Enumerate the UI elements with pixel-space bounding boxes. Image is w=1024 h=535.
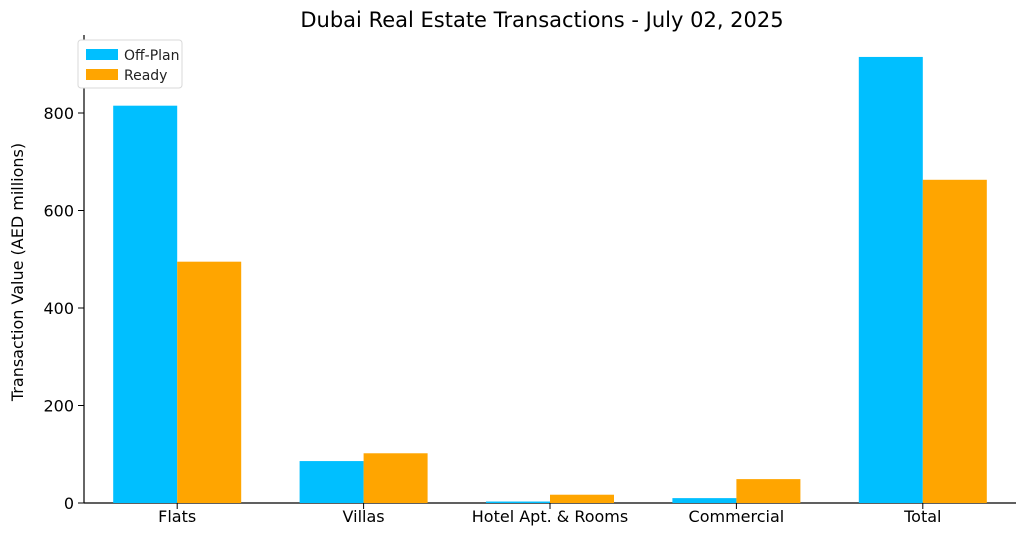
y-tick-label: 200	[43, 397, 74, 416]
ticks-layer: 0 200 400 600 800 Flats Villas Hotel Apt. & Roo…	[43, 104, 941, 526]
legend-label: Off-Plan	[124, 48, 180, 64]
bar-off-plan-flats	[113, 105, 178, 503]
legend: Off-Plan Ready	[77, 39, 183, 89]
x-tick-label: Total	[903, 507, 941, 526]
bar-off-plan-total	[858, 56, 923, 503]
bar-off-plan-hotel-apt-rooms	[486, 501, 550, 503]
bars-layer	[113, 56, 987, 503]
x-tick-label: Hotel Apt. & Rooms	[472, 507, 628, 526]
y-axis-label: Transaction Value (AED millions)	[8, 143, 27, 402]
x-tick-label: Villas	[343, 507, 385, 526]
bar-ready-commercial	[736, 479, 801, 503]
legend-swatch-off-plan	[86, 49, 118, 60]
x-tick-label: Flats	[158, 507, 196, 526]
bar-ready-flats	[177, 261, 242, 503]
bar-off-plan-villas	[299, 461, 364, 503]
x-tick-label: Commercial	[689, 507, 785, 526]
y-tick-label: 400	[43, 299, 74, 318]
legend-swatch-ready	[86, 69, 118, 80]
y-tick-label: 600	[43, 202, 74, 221]
bar-ready-hotel-apt-rooms	[550, 494, 614, 503]
y-tick-label: 800	[43, 104, 74, 123]
bar-ready-total	[922, 179, 987, 503]
bar-ready-villas	[363, 453, 428, 503]
legend-label: Ready	[124, 68, 167, 84]
chart-title: Dubai Real Estate Transactions - July 02…	[300, 8, 783, 32]
bar-off-plan-commercial	[672, 498, 737, 503]
y-tick-label: 0	[64, 494, 74, 513]
